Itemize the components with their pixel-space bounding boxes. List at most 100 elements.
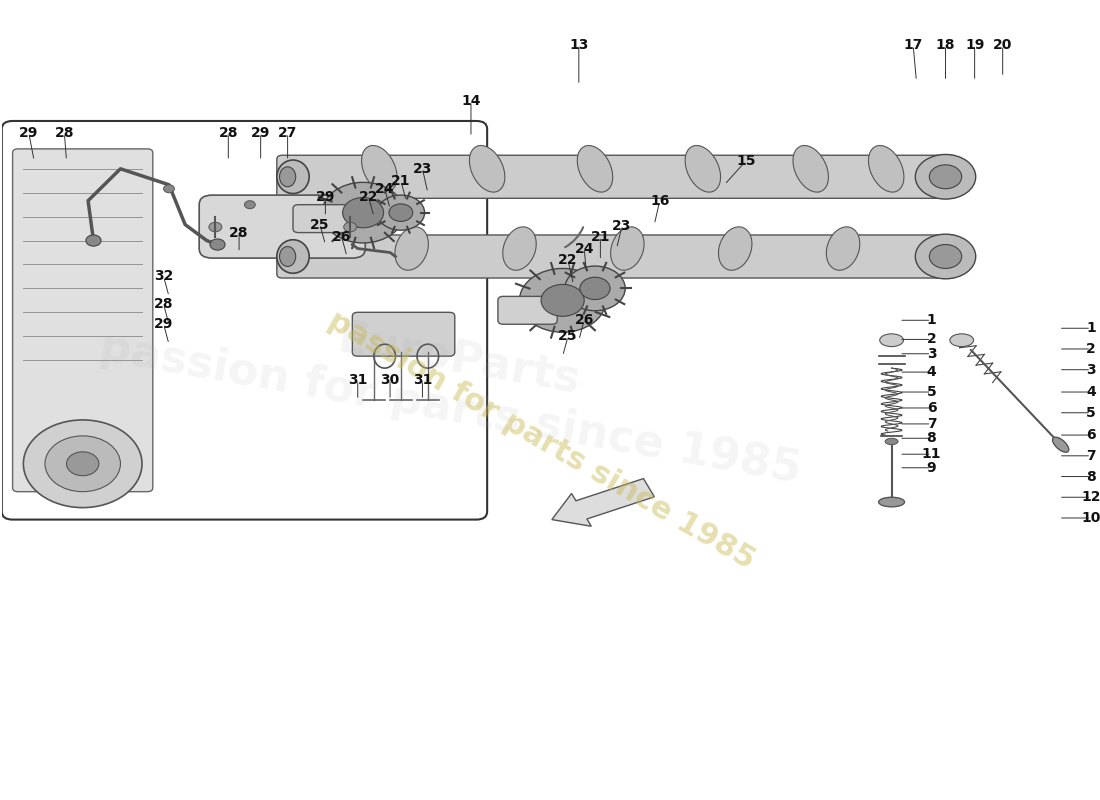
Ellipse shape (685, 146, 720, 192)
Circle shape (209, 222, 222, 232)
Text: 27: 27 (278, 126, 297, 140)
Circle shape (389, 204, 412, 222)
Circle shape (45, 436, 120, 492)
Text: 6: 6 (1087, 428, 1096, 442)
Text: 21: 21 (392, 174, 410, 188)
Ellipse shape (879, 498, 904, 507)
Text: 10: 10 (1081, 511, 1100, 525)
Ellipse shape (826, 227, 860, 270)
Text: 30: 30 (381, 373, 399, 387)
Circle shape (541, 285, 584, 316)
Circle shape (342, 198, 384, 228)
Text: 25: 25 (559, 330, 578, 343)
Text: 5: 5 (926, 385, 936, 399)
Ellipse shape (578, 146, 613, 192)
Circle shape (930, 165, 961, 189)
FancyBboxPatch shape (199, 195, 365, 258)
Ellipse shape (718, 227, 752, 270)
Text: 9: 9 (926, 461, 936, 474)
Text: 29: 29 (251, 126, 271, 140)
Ellipse shape (470, 146, 505, 192)
Text: 4: 4 (1086, 385, 1096, 399)
Text: 22: 22 (359, 190, 378, 204)
Text: EuroParts
passion for parts since 1985: EuroParts passion for parts since 1985 (97, 277, 813, 491)
Text: 1: 1 (1086, 322, 1096, 335)
Text: 29: 29 (19, 126, 38, 140)
Text: 12: 12 (1081, 490, 1100, 504)
Text: 31: 31 (348, 373, 367, 387)
Text: 29: 29 (154, 318, 174, 331)
Ellipse shape (277, 240, 309, 274)
Text: 29: 29 (316, 190, 336, 204)
Text: 20: 20 (993, 38, 1012, 52)
Text: passion for parts since 1985: passion for parts since 1985 (322, 306, 759, 574)
Text: 11: 11 (922, 447, 942, 462)
Text: 1: 1 (926, 314, 936, 327)
Circle shape (930, 245, 961, 269)
FancyBboxPatch shape (277, 235, 956, 278)
Text: 2: 2 (926, 333, 936, 346)
Text: 16: 16 (650, 194, 670, 208)
Text: 4: 4 (926, 365, 936, 379)
Text: 31: 31 (412, 373, 432, 387)
Text: 28: 28 (154, 298, 174, 311)
Text: 25: 25 (310, 218, 330, 232)
Circle shape (210, 239, 225, 250)
Circle shape (23, 420, 142, 508)
Circle shape (86, 235, 101, 246)
FancyBboxPatch shape (498, 296, 558, 324)
Text: 21: 21 (591, 230, 611, 243)
Ellipse shape (610, 227, 645, 270)
Text: 7: 7 (1087, 449, 1096, 463)
Circle shape (564, 266, 625, 310)
Text: 17: 17 (903, 38, 923, 52)
Text: 32: 32 (154, 270, 174, 283)
FancyBboxPatch shape (277, 155, 956, 198)
Text: 28: 28 (219, 126, 238, 140)
Text: 3: 3 (1087, 362, 1096, 377)
Ellipse shape (793, 146, 828, 192)
Text: 8: 8 (1086, 470, 1096, 483)
Circle shape (322, 182, 404, 243)
Circle shape (580, 278, 611, 299)
Text: 28: 28 (229, 226, 249, 239)
Text: 22: 22 (559, 254, 578, 267)
Ellipse shape (362, 146, 397, 192)
Circle shape (519, 269, 606, 332)
Ellipse shape (886, 438, 898, 445)
Text: 3: 3 (926, 346, 936, 361)
Text: 15: 15 (736, 154, 756, 168)
Text: 8: 8 (926, 431, 936, 446)
FancyBboxPatch shape (352, 312, 454, 356)
Text: 28: 28 (55, 126, 74, 140)
Circle shape (377, 195, 425, 230)
Text: 23: 23 (613, 219, 631, 234)
Ellipse shape (279, 246, 296, 266)
Text: 2: 2 (1086, 342, 1096, 356)
Text: 26: 26 (332, 230, 351, 243)
Ellipse shape (930, 157, 961, 197)
Text: 5: 5 (1086, 406, 1096, 420)
Circle shape (915, 234, 976, 279)
Text: 26: 26 (574, 314, 594, 327)
Ellipse shape (279, 167, 296, 186)
Ellipse shape (1053, 437, 1069, 452)
FancyBboxPatch shape (2, 121, 487, 519)
Circle shape (66, 452, 99, 476)
Ellipse shape (949, 334, 974, 346)
Text: 6: 6 (926, 401, 936, 415)
FancyBboxPatch shape (12, 149, 153, 492)
Text: 14: 14 (461, 94, 481, 108)
Text: 24: 24 (574, 242, 594, 255)
Ellipse shape (395, 227, 428, 270)
Circle shape (244, 201, 255, 209)
Text: 23: 23 (412, 162, 432, 176)
Text: 19: 19 (965, 38, 985, 52)
Text: 18: 18 (936, 38, 955, 52)
Ellipse shape (503, 227, 536, 270)
Circle shape (343, 222, 356, 232)
Ellipse shape (277, 160, 309, 194)
Circle shape (164, 185, 175, 193)
Text: 7: 7 (926, 417, 936, 431)
Circle shape (915, 154, 976, 199)
